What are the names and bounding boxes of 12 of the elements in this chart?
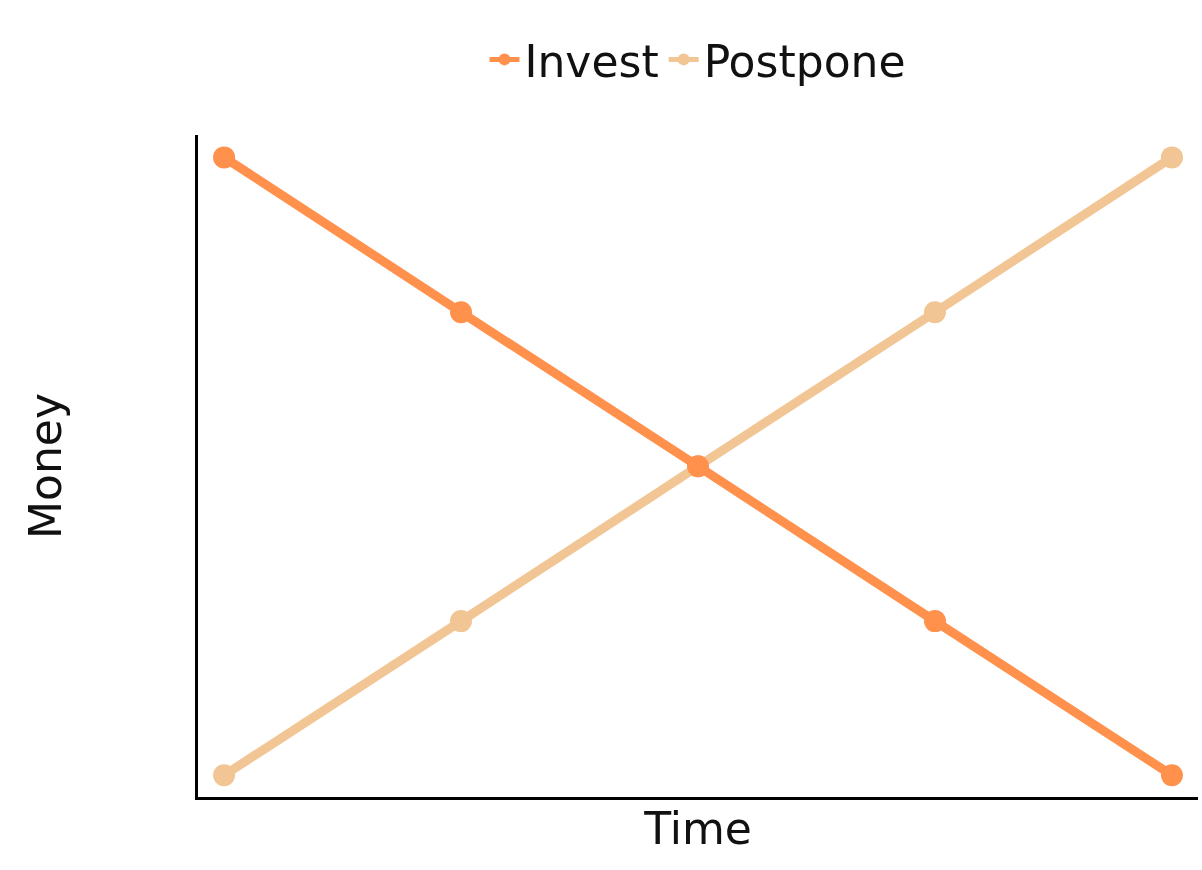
x-axis-title: Time (643, 802, 752, 854)
legend-label: Postpone (703, 35, 906, 87)
point (1160, 146, 1183, 169)
y-axis-title: Money (20, 393, 72, 539)
point (1160, 764, 1183, 787)
point (450, 610, 473, 633)
point (213, 146, 236, 169)
point (923, 301, 946, 324)
legend-label: Invest (524, 35, 659, 87)
point (213, 764, 236, 787)
point (450, 301, 473, 324)
point (923, 610, 946, 633)
